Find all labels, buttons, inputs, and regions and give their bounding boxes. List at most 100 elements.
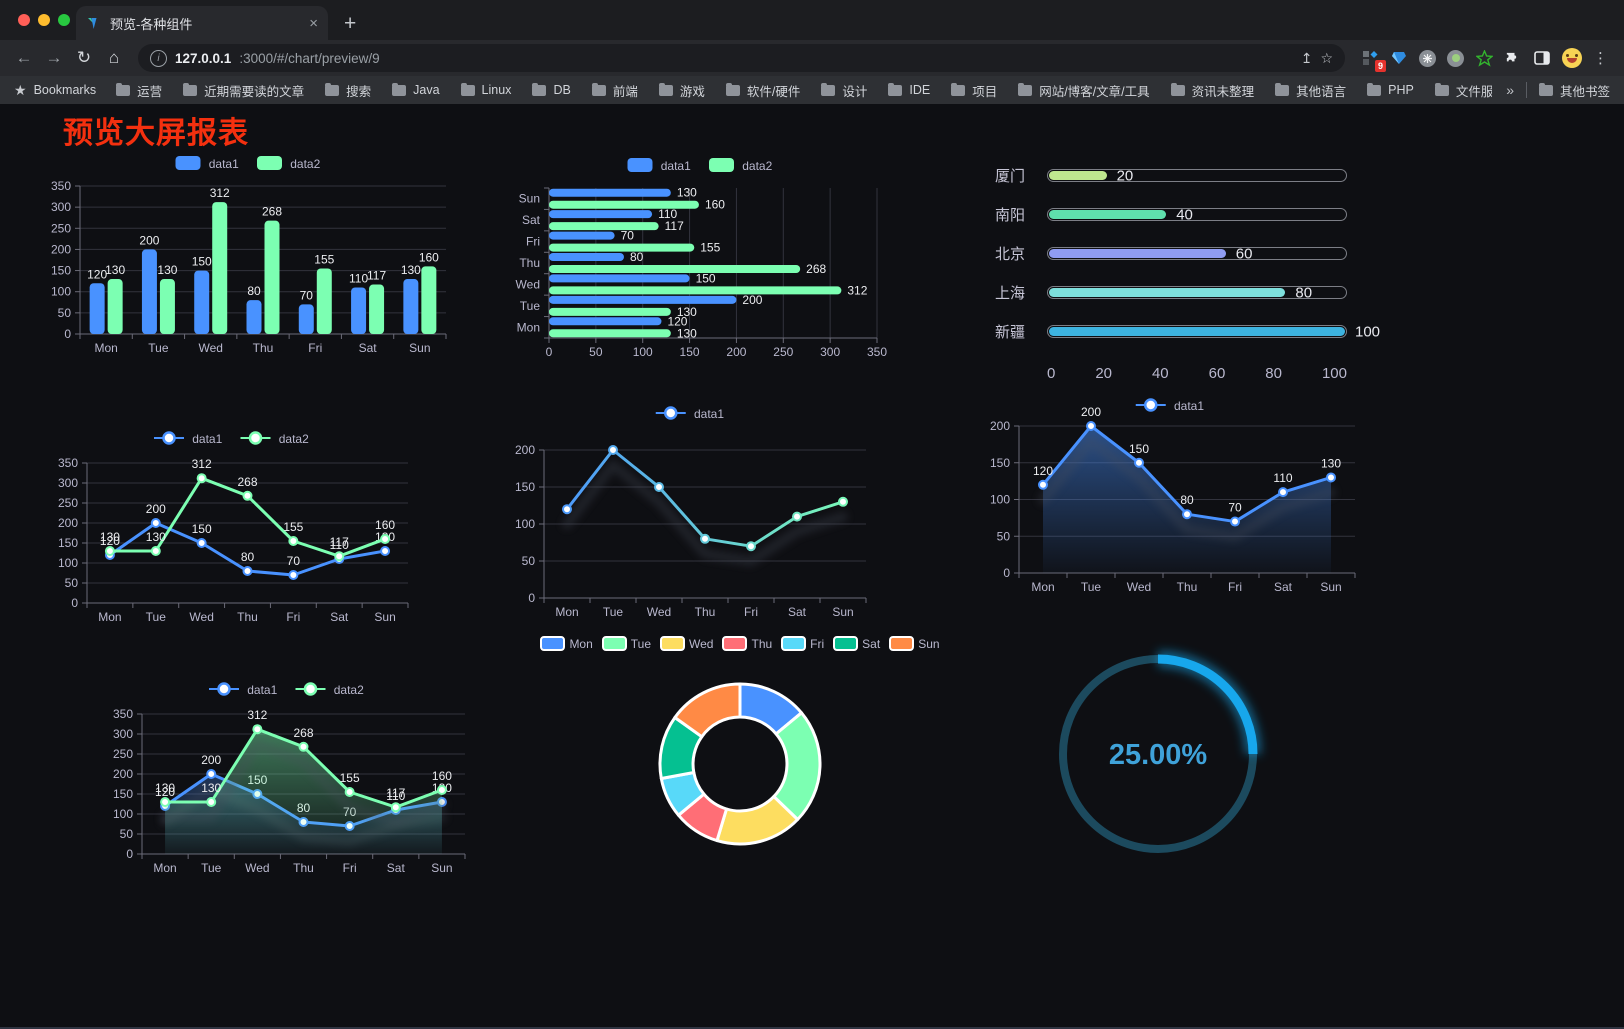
bookmark-folder[interactable]: 搜索 [325,81,371,100]
chart-grouped-bar[interactable]: data1 data2 0 50 100 150 200 250 300 350 Mon Tue Wed… [38,148,460,364]
tab-strip: 预览-各种组件 × + [0,0,1624,40]
extensions-area: 9 [1355,48,1614,72]
svg-text:Sun: Sun [431,861,452,875]
pie-legend-item[interactable]: Thu [722,636,772,651]
svg-text:155: 155 [314,252,334,266]
bookmark-folder-label: Java [413,83,440,97]
bookmark-folder[interactable]: 软件/硬件 [725,81,801,100]
share-icon[interactable]: ↥ [1300,49,1313,66]
bookmark-folder[interactable]: 游戏 [658,81,705,100]
svg-text:Mon: Mon [98,610,121,624]
chart-horizontal-bar[interactable]: data1 data2 0 50 100 150 200 250 300 350 Mon Tue Wed… [505,150,897,368]
pie-legend-item[interactable]: Mon [540,636,593,651]
chart-area-single[interactable]: data1 0 50 100 150 200 Mon Tue Wed Thu Fri Sat Sun 12… [975,390,1367,606]
progress-row: 厦门 20 [995,156,1347,195]
extension-gem-icon[interactable] [1390,49,1408,67]
svg-text:200: 200 [515,443,535,457]
new-tab-button[interactable]: + [344,12,357,35]
browser-menu-icon[interactable]: ⋮ [1593,50,1608,67]
folder-icon [1170,82,1185,96]
svg-text:Mon: Mon [555,605,578,619]
extension-star-icon[interactable] [1475,49,1493,67]
bookmarks-overflow-icon[interactable]: » [1506,82,1514,98]
svg-text:268: 268 [237,475,257,489]
svg-text:155: 155 [700,241,720,255]
pie-legend[interactable]: Mon Tue Wed Thu Fri Sat Sun [540,636,940,651]
svg-text:200: 200 [51,242,71,256]
bookmark-folder[interactable]: 其他语言 [1275,81,1346,100]
tab-favicon-icon [86,16,102,31]
svg-text:200: 200 [742,293,762,307]
svg-text:Sat: Sat [522,213,541,227]
chart-gauge-ring[interactable]: 25.00% [1040,634,1276,874]
svg-text:160: 160 [705,198,725,212]
svg-text:Sat: Sat [1274,580,1293,594]
bookmark-folder[interactable]: 设计 [821,81,867,100]
bookmark-folder[interactable]: DB [532,82,571,97]
chart-area-two-series[interactable]: data1 data2 0 50 100 150 200 250 300 350 Mon Tue Wed… [100,674,475,886]
svg-text:data2: data2 [742,159,772,173]
profile-avatar[interactable] [1562,48,1582,68]
bookmark-star-icon[interactable]: ☆ [1320,49,1333,66]
url-bar[interactable]: i 127.0.0.1 :3000/#/chart/preview/9 ↥ ☆ [138,44,1345,72]
pie-legend-item[interactable]: Sun [889,636,940,651]
bookmark-folder-label: 网站/博客/文章/工具 [1039,84,1150,99]
chart-line-gradient[interactable]: data1 0 50 100 150 200 Mon Tue Wed Thu Fri Sat Sun [500,398,882,632]
side-panel-icon[interactable] [1533,49,1551,67]
bookmark-folder[interactable]: Linux [460,82,512,97]
puzzle-extensions-icon[interactable] [1504,49,1522,67]
site-info-icon[interactable]: i [150,49,167,67]
chart-progress-bars[interactable]: 厦门 20 南阳 40 北京 60 上海 80 新疆 100 0 20 40 60 80 100 [995,156,1380,382]
legend-label: Sat [862,636,881,651]
window-close-button[interactable] [18,14,30,26]
svg-text:200: 200 [146,502,166,516]
extension-record-icon[interactable] [1447,49,1464,67]
bookmark-folder[interactable]: 运营 [116,81,162,100]
bookmark-folder[interactable]: 项目 [951,81,997,100]
progress-fill [1049,171,1107,180]
chart-line-two-series[interactable]: data1 data2 0 50 100 150 200 250 300 350 Mon Tue Wed… [45,423,420,635]
bookmark-folder[interactable]: 文件服务器 [1434,81,1492,100]
pie-legend-item[interactable]: Fri [781,636,824,651]
bookmark-folder[interactable]: 资讯未整理 [1170,81,1255,100]
pie-legend-item[interactable]: Wed [660,636,713,651]
extension-blocks-icon[interactable]: 9 [1361,49,1386,72]
chart-donut-pie[interactable]: Mon Tue Wed Thu Fri Sat Sun [540,636,940,888]
bookmark-folder[interactable]: 近期需要读的文章 [183,81,304,100]
folder-icon [951,82,966,96]
bookmark-folder-label: 软件/硬件 [746,84,801,99]
svg-text:160: 160 [432,769,452,783]
pie-legend-item[interactable]: Sat [833,636,880,651]
folder-icon [460,82,475,96]
tab-close-icon[interactable]: × [309,14,318,32]
browser-tab[interactable]: 预览-各种组件 × [76,6,328,40]
bookmark-folder[interactable]: 网站/博客/文章/工具 [1018,81,1150,100]
extension-command-icon[interactable] [1419,49,1436,67]
bookmark-folder[interactable]: PHP [1367,82,1414,97]
svg-text:130: 130 [100,530,120,544]
svg-text:Sat: Sat [387,861,406,875]
svg-text:Tue: Tue [201,861,222,875]
other-bookmarks-folder[interactable]: 其他书签 [1538,81,1610,100]
window-maximize-button[interactable] [58,14,70,26]
bookmark-folder-label: 运营 [137,84,163,99]
progress-track: 80 [1047,284,1347,301]
pie-legend-item[interactable]: Tue [601,636,651,651]
reload-icon[interactable]: ↻ [76,48,92,67]
bookmark-folder[interactable]: Java [392,82,440,97]
home-icon[interactable]: ⌂ [108,48,120,67]
bookmarks-star-icon[interactable]: ★ [14,81,27,98]
svg-text:Mon: Mon [517,320,540,334]
svg-text:130: 130 [1321,456,1341,470]
svg-text:70: 70 [1228,501,1242,515]
window-controls [18,14,70,26]
window-minimize-button[interactable] [38,14,50,26]
bookmark-folder-label: 其他语言 [1296,84,1347,99]
bookmark-folder-label: Linux [481,83,512,97]
forward-icon[interactable]: → [45,48,63,67]
bookmark-folder[interactable]: IDE [888,82,930,97]
bookmark-folder-label: 资讯未整理 [1191,84,1255,99]
back-icon[interactable]: ← [15,48,33,67]
bookmark-folder[interactable]: 前端 [591,81,638,100]
bookmarks-root-label[interactable]: Bookmarks [33,83,97,97]
